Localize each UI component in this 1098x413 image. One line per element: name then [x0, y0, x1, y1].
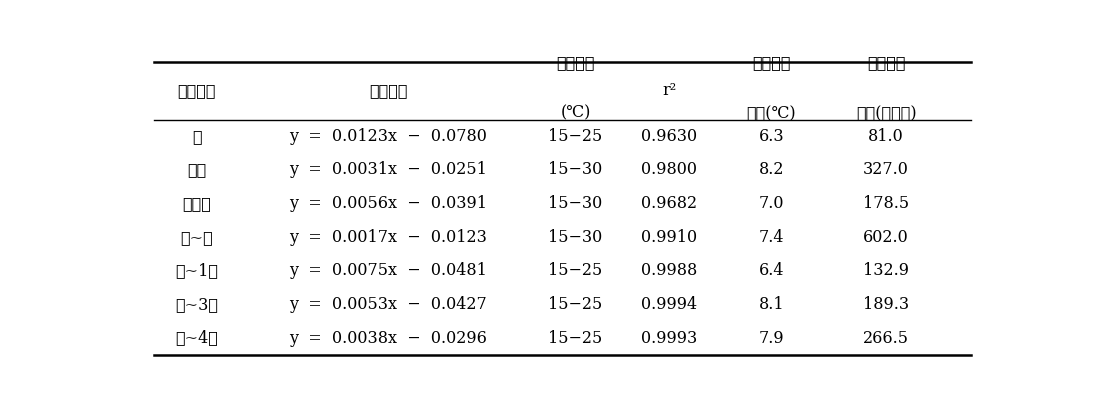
Text: 온도(온일도): 온도(온일도) — [855, 104, 917, 122]
Text: 15−25: 15−25 — [548, 330, 603, 347]
Text: 132.9: 132.9 — [863, 262, 909, 279]
Text: 발육영점: 발육영점 — [752, 54, 791, 71]
Text: 발육단계: 발육단계 — [178, 83, 216, 100]
Text: (℃): (℃) — [560, 104, 591, 122]
Text: 6.3: 6.3 — [759, 128, 784, 145]
Text: 0.9630: 0.9630 — [641, 128, 697, 145]
Text: 유효적산: 유효적산 — [866, 54, 906, 71]
Text: 0.9993: 0.9993 — [641, 330, 697, 347]
Text: 266.5: 266.5 — [863, 330, 909, 347]
Text: 알: 알 — [192, 128, 202, 145]
Text: 7.4: 7.4 — [759, 229, 784, 246]
Text: y  =  0.0075x  −  0.0481: y = 0.0075x − 0.0481 — [290, 262, 488, 279]
Text: r²: r² — [662, 83, 676, 100]
Text: 15−25: 15−25 — [548, 262, 603, 279]
Text: 15−25: 15−25 — [548, 128, 603, 145]
Text: 알~3령: 알~3령 — [176, 296, 219, 313]
Text: 7.0: 7.0 — [759, 195, 784, 212]
Text: 온도(℃): 온도(℃) — [747, 104, 796, 122]
Text: 15−30: 15−30 — [548, 229, 603, 246]
Text: y  =  0.0038x  −  0.0296: y = 0.0038x − 0.0296 — [290, 330, 488, 347]
Text: y  =  0.0123x  −  0.0780: y = 0.0123x − 0.0780 — [290, 128, 488, 145]
Text: 327.0: 327.0 — [863, 161, 909, 178]
Text: 7.9: 7.9 — [759, 330, 784, 347]
Text: 81.0: 81.0 — [869, 128, 904, 145]
Text: 유충: 유충 — [187, 161, 206, 178]
Text: 온도범위: 온도범위 — [557, 54, 595, 71]
Text: 15−30: 15−30 — [548, 161, 603, 178]
Text: 15−25: 15−25 — [548, 296, 603, 313]
Text: 선형모델: 선형모델 — [369, 83, 407, 100]
Text: 6.4: 6.4 — [759, 262, 784, 279]
Text: y  =  0.0031x  −  0.0251: y = 0.0031x − 0.0251 — [290, 161, 488, 178]
Text: 0.9800: 0.9800 — [641, 161, 697, 178]
Text: 189.3: 189.3 — [863, 296, 909, 313]
Text: 0.9994: 0.9994 — [641, 296, 697, 313]
Text: 8.1: 8.1 — [759, 296, 784, 313]
Text: 8.2: 8.2 — [759, 161, 784, 178]
Text: 602.0: 602.0 — [863, 229, 909, 246]
Text: 0.9682: 0.9682 — [641, 195, 697, 212]
Text: y  =  0.0017x  −  0.0123: y = 0.0017x − 0.0123 — [290, 229, 488, 246]
Text: 0.9910: 0.9910 — [641, 229, 697, 246]
Text: 15−30: 15−30 — [548, 195, 603, 212]
Text: 178.5: 178.5 — [863, 195, 909, 212]
Text: 알~4령: 알~4령 — [176, 330, 219, 347]
Text: 알~1령: 알~1령 — [176, 262, 219, 279]
Text: y  =  0.0056x  −  0.0391: y = 0.0056x − 0.0391 — [289, 195, 488, 212]
Text: 0.9988: 0.9988 — [641, 262, 697, 279]
Text: 번데기: 번데기 — [182, 195, 211, 212]
Text: 알~용: 알~용 — [180, 229, 213, 246]
Text: y  =  0.0053x  −  0.0427: y = 0.0053x − 0.0427 — [290, 296, 488, 313]
